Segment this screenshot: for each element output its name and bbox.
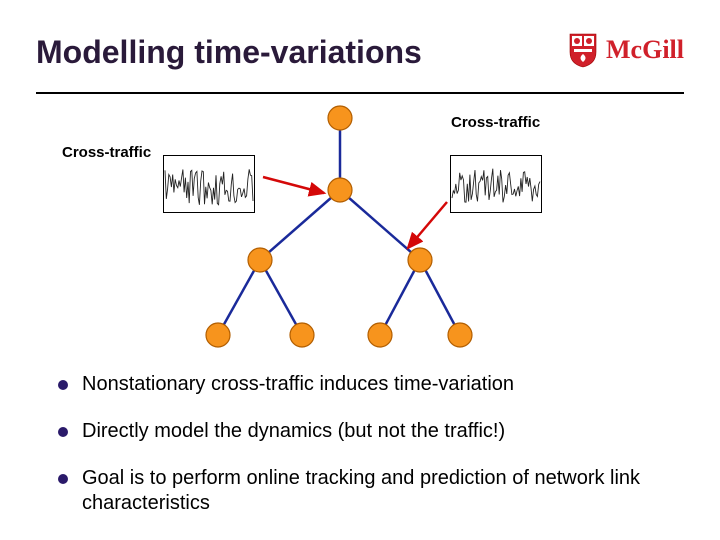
mcgill-logo: McGill — [568, 32, 684, 68]
bullet-item: Nonstationary cross-traffic induces time… — [58, 372, 670, 397]
tree-node — [408, 248, 432, 272]
bullet-item: Goal is to perform online tracking and p… — [58, 466, 670, 516]
tree-edge — [420, 260, 460, 335]
shield-icon — [568, 32, 598, 68]
bullet-dot-icon — [58, 380, 68, 390]
tree-edge — [340, 190, 420, 260]
bullet-list: Nonstationary cross-traffic induces time… — [58, 372, 670, 538]
tree-edge — [218, 260, 260, 335]
slide-title: Modelling time-variations — [36, 34, 422, 71]
tree-svg — [0, 100, 720, 360]
bullet-item: Directly model the dynamics (but not the… — [58, 419, 670, 444]
cross-traffic-arrow — [263, 177, 324, 193]
tree-node — [368, 323, 392, 347]
tree-node — [328, 178, 352, 202]
bullet-text: Nonstationary cross-traffic induces time… — [82, 372, 670, 397]
bullet-dot-icon — [58, 427, 68, 437]
tree-node — [448, 323, 472, 347]
title-row: Modelling time-variations McGill — [0, 28, 720, 88]
tree-edge — [380, 260, 420, 335]
tree-node — [328, 106, 352, 130]
tree-edge — [260, 260, 302, 335]
tree-node — [290, 323, 314, 347]
cross-traffic-arrow — [408, 202, 447, 248]
logo-text: McGill — [606, 35, 684, 65]
tree-node — [206, 323, 230, 347]
sparkline-right — [450, 155, 542, 213]
tree-node — [248, 248, 272, 272]
title-underline — [36, 92, 684, 94]
bullet-text: Directly model the dynamics (but not the… — [82, 419, 670, 444]
sparkline-left — [163, 155, 255, 213]
bullet-dot-icon — [58, 474, 68, 484]
slide: Modelling time-variations McGill Cross-t… — [0, 0, 720, 540]
tree-edge — [260, 190, 340, 260]
tree-diagram: Cross-traffic Cross-traffic — [0, 100, 720, 360]
bullet-text: Goal is to perform online tracking and p… — [82, 466, 670, 516]
